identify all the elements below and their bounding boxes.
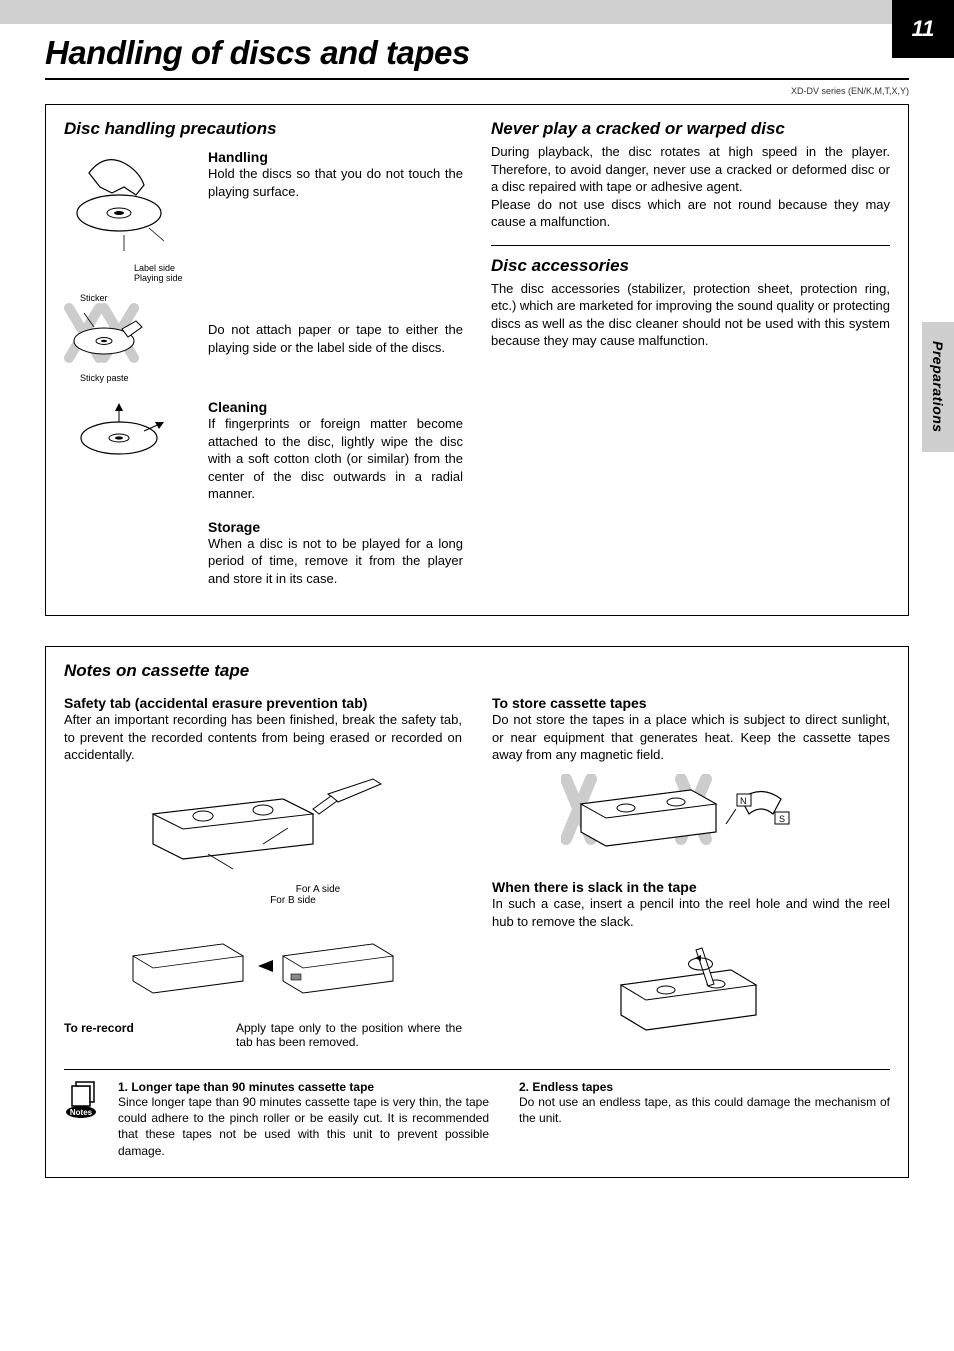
cleaning-text: If fingerprints or foreign matter become… — [208, 415, 463, 503]
disc-handling-box: Disc handling precautions — [45, 104, 909, 616]
notes-icon: Notes — [64, 1080, 104, 1159]
svg-text:Notes: Notes — [70, 1108, 93, 1117]
never-play-p1: During playback, the disc rotates at hig… — [491, 143, 890, 196]
storage-row: Storage When a disc is not to be played … — [64, 513, 463, 588]
notes-footer: Notes 1. Longer tape than 90 minutes cas… — [64, 1069, 890, 1159]
sticker-caption: Sticker — [64, 293, 194, 303]
disc-accessories-text: The disc accessories (stabilizer, protec… — [491, 280, 890, 350]
sticker-text: Do not attach paper or tape to either th… — [208, 321, 463, 356]
disc-accessories-title: Disc accessories — [491, 256, 890, 276]
page-number-tab: 11 — [892, 0, 954, 58]
b-side-caption: For B side — [270, 895, 316, 906]
chapter-side-tab-label: Preparations — [930, 341, 946, 433]
rerecord-heading: To re-record — [64, 1021, 134, 1035]
cassette-break-tab-illustration: For A side For B side — [64, 774, 462, 906]
playing-side-caption: Playing side — [64, 273, 194, 283]
manual-page: 11 Handling of discs and tapes XD-DV ser… — [0, 0, 954, 1351]
label-side-caption: Label side — [64, 263, 194, 273]
note-1-text: Since longer tape than 90 minutes casset… — [118, 1094, 489, 1159]
safety-tab-text: After an important recording has been fi… — [64, 711, 462, 764]
series-label: XD-DV series (EN/K,M,T,X,Y) — [0, 80, 954, 104]
cassette-rerecord-illustration — [64, 926, 462, 1011]
store-text: Do not store the tapes in a place which … — [492, 711, 890, 764]
top-gray-bar — [0, 0, 954, 24]
safety-tab-heading: Safety tab (accidental erasure preventio… — [64, 695, 462, 711]
a-side-caption: For A side — [296, 884, 340, 895]
cassette-pencil-illustration — [492, 940, 890, 1045]
note-2-text: Do not use an endless tape, as this coul… — [519, 1094, 890, 1126]
slack-heading: When there is slack in the tape — [492, 879, 890, 895]
note-1-heading: 1. Longer tape than 90 minutes cassette … — [118, 1080, 489, 1094]
disc-hold-illustration: Label side Playing side — [64, 143, 194, 283]
chapter-side-tab: Preparations — [922, 322, 954, 452]
handling-heading: Handling — [208, 149, 463, 165]
store-heading: To store cassette tapes — [492, 695, 890, 711]
rerecord-text: Apply tape only to the position where th… — [236, 1021, 462, 1049]
cassette-left-column: Safety tab (accidental erasure preventio… — [64, 689, 462, 1055]
never-play-title: Never play a cracked or warped disc — [491, 119, 890, 139]
handling-text: Hold the discs so that you do not touch … — [208, 165, 463, 200]
divider — [491, 245, 890, 246]
disc-precautions-title: Disc handling precautions — [64, 119, 463, 139]
handling-row: Label side Playing side Handling Hold th… — [64, 143, 463, 283]
disc-warnings-column: Never play a cracked or warped disc Duri… — [491, 119, 890, 597]
disc-sticker-illustration: Sticker Sticky paste — [64, 293, 194, 383]
disc-precautions-column: Disc handling precautions — [64, 119, 463, 597]
note-1: 1. Longer tape than 90 minutes cassette … — [118, 1080, 489, 1159]
svg-text:N: N — [740, 796, 747, 806]
rerecord-row: To re-record Apply tape only to the posi… — [64, 1021, 462, 1049]
slack-text: In such a case, insert a pencil into the… — [492, 895, 890, 930]
sticky-paste-caption: Sticky paste — [64, 373, 194, 383]
note-2: 2. Endless tapes Do not use an endless t… — [519, 1080, 890, 1159]
never-play-p2: Please do not use discs which are not ro… — [491, 196, 890, 231]
svg-text:S: S — [779, 814, 785, 824]
cleaning-heading: Cleaning — [208, 399, 463, 415]
page-header: 11 Handling of discs and tapes — [0, 24, 954, 80]
cassette-notes-title: Notes on cassette tape — [64, 661, 890, 681]
page-title: Handling of discs and tapes — [45, 34, 909, 80]
cassette-magnet-illustration: N S — [492, 774, 890, 869]
cassette-notes-box: Notes on cassette tape Safety tab (accid… — [45, 646, 909, 1177]
storage-text: When a disc is not to be played for a lo… — [208, 535, 463, 588]
cleaning-row: Cleaning If fingerprints or foreign matt… — [64, 393, 463, 503]
storage-heading: Storage — [208, 519, 463, 535]
disc-cleaning-illustration — [64, 393, 194, 483]
page-content: Disc handling precautions — [0, 104, 954, 1238]
cassette-right-column: To store cassette tapes Do not store the… — [492, 689, 890, 1055]
page-number: 11 — [912, 16, 935, 42]
sticker-row: Sticker Sticky paste — [64, 293, 463, 383]
note-2-heading: 2. Endless tapes — [519, 1080, 890, 1094]
